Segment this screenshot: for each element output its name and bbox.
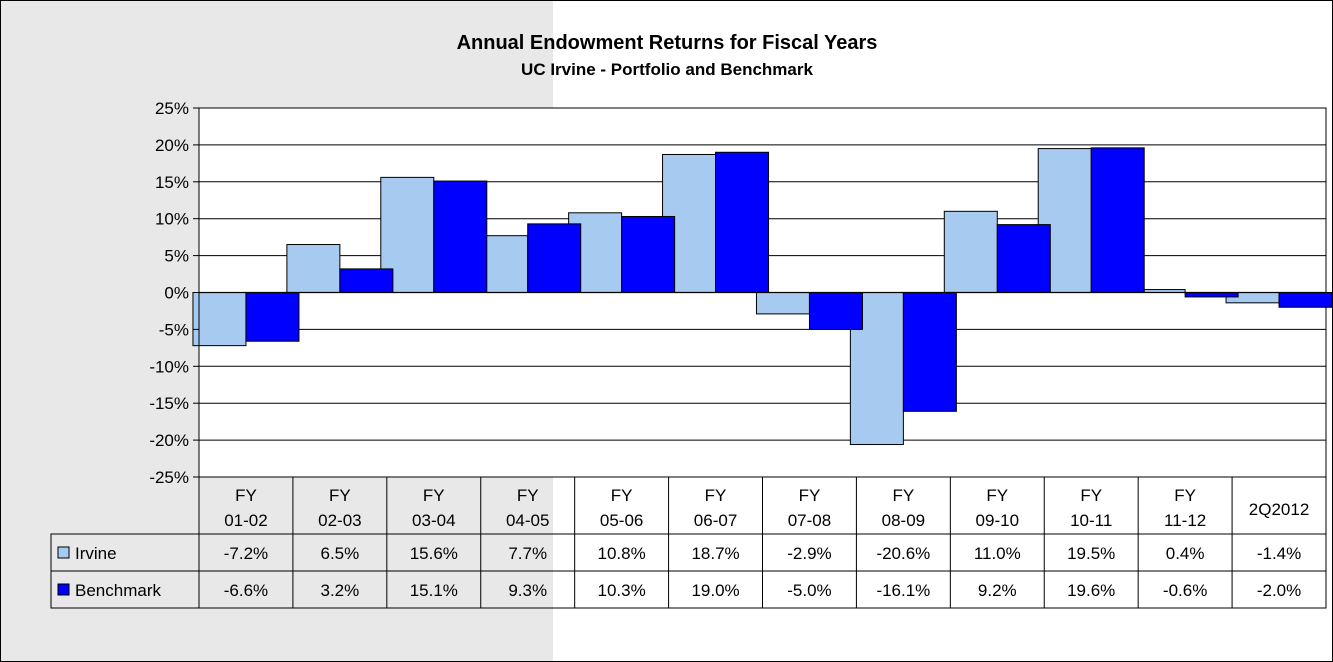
bar-benchmark — [1090, 147, 1145, 293]
data-label-benchmark: -6.6% — [224, 581, 268, 600]
category-label: 06-07 — [694, 511, 737, 530]
category-label: 04-05 — [506, 511, 549, 530]
legend-swatch-benchmark — [57, 583, 70, 596]
y-tick-label: -15% — [149, 394, 189, 413]
bar-benchmark — [245, 292, 300, 342]
bar-benchmark — [902, 292, 957, 412]
category-label: FY — [329, 486, 351, 505]
bar-irvine — [755, 292, 810, 315]
y-tick-label: 10% — [155, 210, 189, 229]
y-tick-label: 20% — [155, 136, 189, 155]
data-label-benchmark: 15.1% — [410, 581, 458, 600]
category-label: 09-10 — [976, 511, 1019, 530]
category-label: FY — [986, 486, 1008, 505]
axes: 25% 20% 15% 10% 5% 0% -5% -10% -15% -20% -25% — [149, 99, 1326, 487]
bar-benchmark — [1184, 292, 1239, 298]
category-label: FY — [235, 486, 257, 505]
legend-label-benchmark: Benchmark — [75, 581, 161, 600]
data-label-benchmark: 9.3% — [508, 581, 547, 600]
data-table: FY 01-02 FY 02-03 FY 03-04 FY 04-05 FY 05-06 FY 06-… — [50, 476, 1327, 609]
bar-benchmark — [715, 151, 770, 293]
category-label: 07-08 — [788, 511, 831, 530]
y-tick-label: 0% — [164, 284, 189, 303]
y-tick-label: -20% — [149, 431, 189, 450]
data-label-irvine: 15.6% — [410, 544, 458, 563]
category-label: 08-09 — [882, 511, 925, 530]
category-label: 05-06 — [600, 511, 643, 530]
data-label-benchmark: 10.3% — [598, 581, 646, 600]
y-tick-label: 15% — [155, 173, 189, 192]
category-label: 01-02 — [224, 511, 267, 530]
data-label-irvine: 18.7% — [691, 544, 739, 563]
bar-benchmark — [1278, 292, 1332, 308]
data-label-benchmark: -0.6% — [1163, 581, 1207, 600]
bar-irvine — [192, 292, 247, 347]
data-label-benchmark: 19.6% — [1067, 581, 1115, 600]
data-label-irvine: 11.0% — [974, 544, 1021, 563]
data-label-irvine: -7.2% — [224, 544, 268, 563]
y-tick-label: -25% — [149, 468, 189, 487]
data-label-irvine: -20.6% — [876, 544, 930, 563]
y-tick-label: 5% — [164, 247, 189, 266]
category-label: 03-04 — [412, 511, 455, 530]
data-label-benchmark: -5.0% — [787, 581, 831, 600]
data-label-irvine: -2.9% — [787, 544, 831, 563]
category-label: FY — [1080, 486, 1102, 505]
category-label: 10-11 — [1070, 511, 1112, 530]
category-label: FY — [517, 486, 539, 505]
category-label: FY — [611, 486, 633, 505]
bar-benchmark — [527, 223, 582, 293]
data-label-irvine: 10.8% — [598, 544, 646, 563]
chart-title: Annual Endowment Returns for Fiscal Year… — [457, 32, 878, 54]
category-label: 02-03 — [318, 511, 361, 530]
category-label: FY — [705, 486, 727, 505]
data-label-irvine: 0.4% — [1166, 544, 1205, 563]
data-label-benchmark: 3.2% — [321, 581, 360, 600]
bar-benchmark — [808, 292, 863, 330]
data-label-benchmark: 19.0% — [691, 581, 739, 600]
y-tick-label: 25% — [155, 99, 189, 118]
data-label-benchmark: -16.1% — [876, 581, 930, 600]
bar-benchmark — [339, 268, 394, 294]
legend-label-irvine: Irvine — [75, 544, 117, 563]
chart-subtitle: UC Irvine - Portfolio and Benchmark — [521, 60, 813, 79]
bar-benchmark — [621, 215, 676, 293]
legend-swatch-irvine — [57, 546, 70, 559]
category-label: 11-12 — [1164, 511, 1206, 530]
category-label: FY — [1174, 486, 1196, 505]
data-label-benchmark: -2.0% — [1257, 581, 1301, 600]
category-label: FY — [893, 486, 915, 505]
bar-benchmark — [996, 224, 1051, 294]
bar-irvine — [286, 244, 341, 293]
category-label: FY — [799, 486, 821, 505]
y-tick-label: -10% — [149, 357, 189, 376]
category-label: 2Q2012 — [1249, 500, 1310, 519]
bar-irvine — [943, 210, 998, 294]
data-label-irvine: 19.5% — [1067, 544, 1115, 563]
bars — [192, 147, 1332, 446]
y-tick-label: -5% — [159, 320, 189, 339]
bar-benchmark — [433, 180, 488, 293]
data-label-irvine: 6.5% — [321, 544, 360, 563]
category-label: FY — [423, 486, 445, 505]
data-label-irvine: -1.4% — [1257, 544, 1301, 563]
data-label-irvine: 7.7% — [508, 544, 547, 563]
data-label-benchmark: 9.2% — [978, 581, 1017, 600]
